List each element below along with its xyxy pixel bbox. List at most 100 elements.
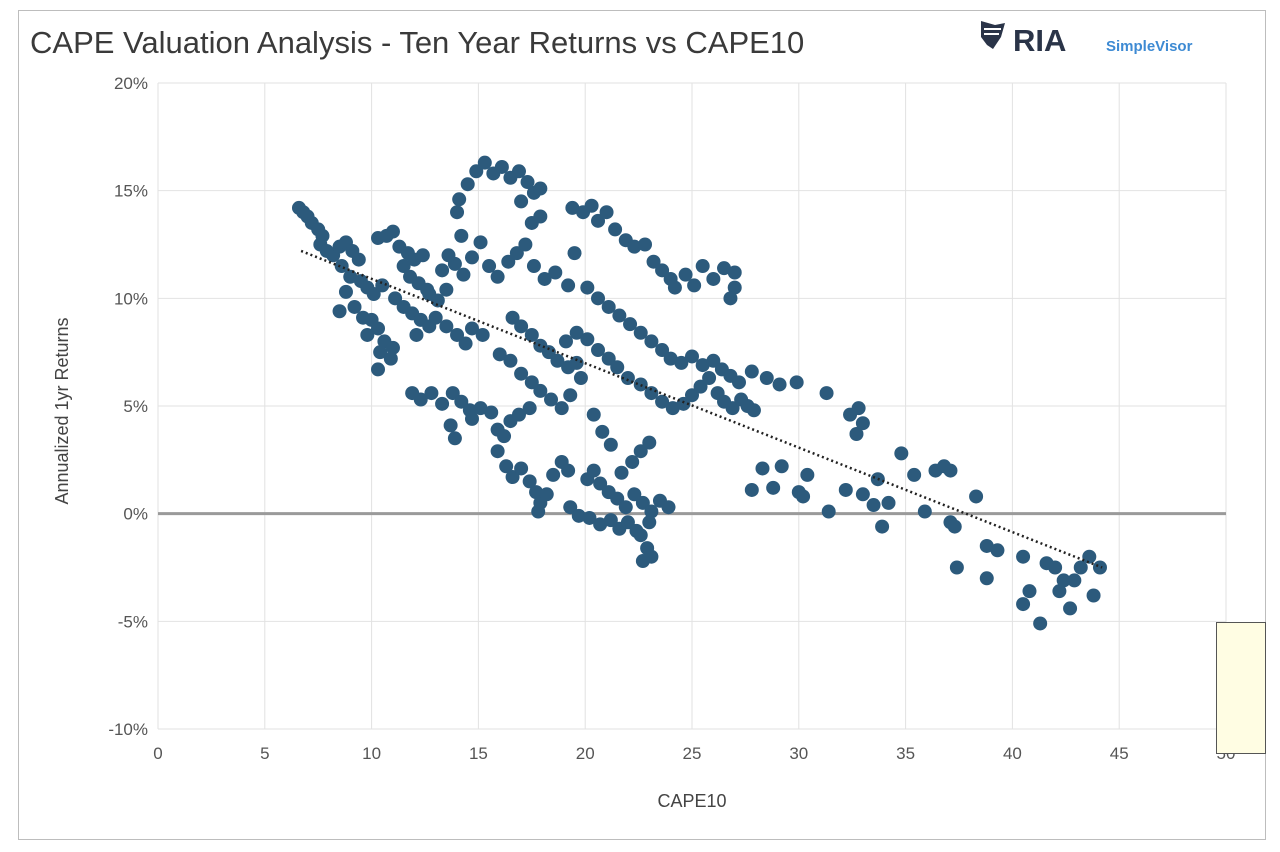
data-point xyxy=(723,291,738,306)
data-point xyxy=(435,396,450,411)
data-point xyxy=(599,205,614,220)
data-point xyxy=(746,403,761,418)
brand-ria: RIA xyxy=(1013,23,1066,58)
data-point xyxy=(969,489,984,504)
data-point xyxy=(838,482,853,497)
data-point xyxy=(623,317,638,332)
data-point xyxy=(979,571,994,586)
data-point xyxy=(717,261,732,276)
data-point xyxy=(343,269,358,284)
data-point xyxy=(388,291,403,306)
x-tick-label: 5 xyxy=(260,744,269,763)
data-point xyxy=(595,424,610,439)
data-point xyxy=(635,554,650,569)
data-point xyxy=(454,394,469,409)
data-point xyxy=(514,194,529,209)
data-point xyxy=(439,282,454,297)
data-point xyxy=(475,327,490,342)
data-point xyxy=(533,181,548,196)
data-point xyxy=(644,504,659,519)
y-axis-label: Annualized 1yr Returns xyxy=(52,317,72,504)
data-point xyxy=(855,487,870,502)
data-point xyxy=(464,321,479,336)
data-point xyxy=(561,278,576,293)
data-point xyxy=(725,401,740,416)
data-point xyxy=(484,405,499,420)
data-point xyxy=(676,396,691,411)
data-point xyxy=(1016,597,1031,612)
data-point xyxy=(409,327,424,342)
data-point xyxy=(702,371,717,386)
data-points xyxy=(291,155,1107,631)
data-point xyxy=(452,192,467,207)
data-point xyxy=(744,482,759,497)
data-point xyxy=(774,459,789,474)
data-point xyxy=(1056,573,1071,588)
data-point xyxy=(685,349,699,364)
data-point xyxy=(1033,616,1048,631)
comment-note-box[interactable] xyxy=(1216,622,1266,754)
data-point xyxy=(610,491,625,506)
data-point xyxy=(477,155,492,170)
data-point xyxy=(520,175,535,190)
data-point xyxy=(665,401,680,416)
data-point xyxy=(450,327,465,342)
data-point xyxy=(614,465,629,480)
data-point xyxy=(561,463,576,478)
data-point xyxy=(469,164,484,179)
data-point xyxy=(990,543,1005,558)
data-point xyxy=(608,222,623,237)
data-point xyxy=(727,280,742,295)
data-point xyxy=(687,278,702,293)
data-point xyxy=(383,351,398,366)
data-point xyxy=(949,560,964,575)
data-point xyxy=(580,280,595,295)
data-point xyxy=(661,500,676,515)
data-point xyxy=(1067,573,1082,588)
x-tick-label: 35 xyxy=(896,744,915,763)
data-point xyxy=(1063,601,1078,616)
data-point xyxy=(514,461,529,476)
data-point xyxy=(706,271,721,286)
data-point xyxy=(473,235,488,250)
data-point xyxy=(593,517,608,532)
data-point xyxy=(511,407,526,422)
data-point xyxy=(655,394,670,409)
data-point xyxy=(334,259,349,274)
data-point xyxy=(428,310,443,325)
data-point xyxy=(1086,588,1101,603)
data-point xyxy=(424,386,439,401)
data-point xyxy=(591,291,606,306)
data-point xyxy=(366,287,381,302)
data-point xyxy=(541,345,556,360)
data-point xyxy=(558,334,573,349)
x-axis-label: CAPE10 xyxy=(657,791,726,811)
data-point xyxy=(627,487,642,502)
data-point xyxy=(573,371,588,386)
brand-logo: RIA SimpleVisor xyxy=(981,21,1193,58)
data-point xyxy=(695,358,710,373)
data-point xyxy=(522,474,537,489)
data-point xyxy=(505,310,520,325)
data-point xyxy=(979,538,994,553)
data-point xyxy=(546,467,561,482)
data-point xyxy=(849,426,864,441)
x-tick-label: 10 xyxy=(362,744,381,763)
data-point xyxy=(875,519,890,534)
data-point xyxy=(638,237,653,252)
data-point xyxy=(371,321,386,336)
data-point xyxy=(490,269,505,284)
data-point xyxy=(789,375,804,390)
data-point xyxy=(796,489,811,504)
data-point xyxy=(351,252,366,267)
x-tick-label: 40 xyxy=(1003,744,1022,763)
data-point xyxy=(533,383,548,398)
data-point xyxy=(385,340,400,355)
data-point xyxy=(413,392,428,407)
data-point xyxy=(385,224,400,239)
data-point xyxy=(603,437,618,452)
data-point xyxy=(731,375,746,390)
data-point xyxy=(514,319,529,334)
data-point xyxy=(375,278,390,293)
data-point xyxy=(744,364,759,379)
